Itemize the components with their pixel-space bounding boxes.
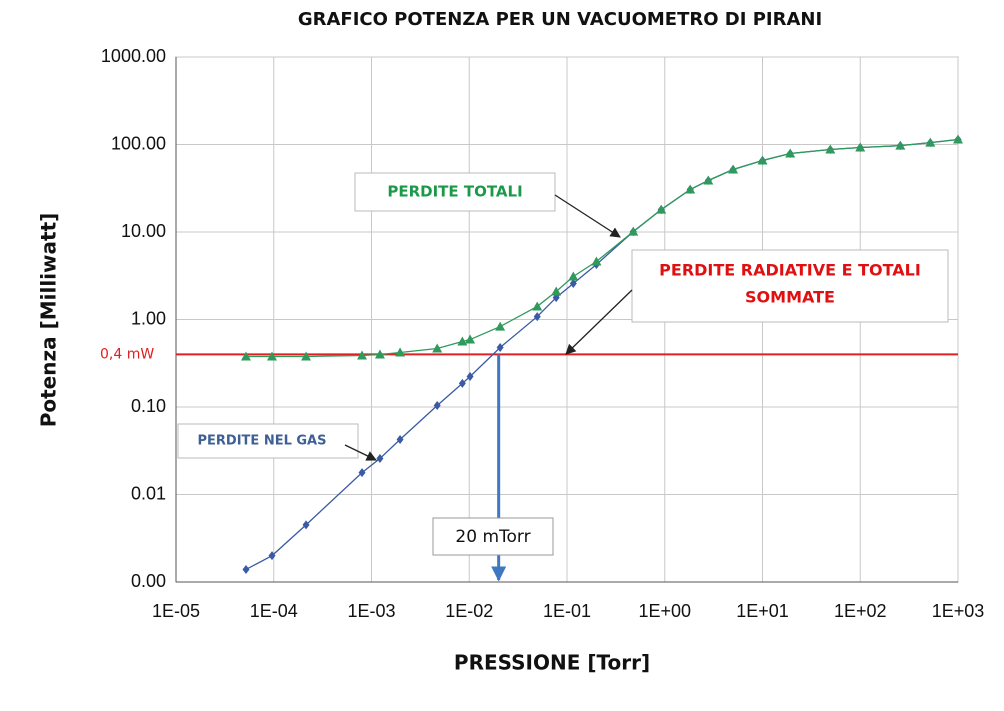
x-tick-label: 1E+01 — [736, 601, 789, 621]
annotation-arrow — [565, 289, 633, 355]
y-tick-label: 1000.00 — [101, 46, 166, 66]
annotations: 0,4 mW 20 mTorr PERDITE TOTALI PERDITE RADI… — [100, 172, 949, 556]
annotation-box — [631, 249, 949, 323]
x-tick-label: 1E-02 — [445, 601, 493, 621]
data-point — [396, 435, 404, 445]
y-tick-label: 10.00 — [121, 221, 166, 241]
marker-label: 20 mTorr — [455, 527, 530, 547]
data-point — [242, 564, 250, 574]
data-point — [728, 164, 739, 174]
annotation-arrow — [554, 194, 621, 238]
data-point — [374, 349, 385, 359]
annotation-text: PERDITE NEL GAS — [198, 434, 327, 449]
x-tick-label: 1E+00 — [638, 601, 691, 621]
annotation-text: SOMMATE — [745, 288, 835, 307]
data-point — [591, 256, 602, 266]
annotation-arrow — [344, 444, 377, 461]
data-point — [757, 155, 768, 165]
data-point — [358, 468, 366, 478]
x-tick-label: 1E-01 — [543, 601, 591, 621]
data-point — [357, 350, 368, 360]
annotation-text: PERDITE TOTALI — [387, 183, 522, 201]
data-point — [457, 336, 468, 346]
data-point — [825, 144, 836, 154]
series-line — [245, 138, 959, 358]
reference-label: 0,4 mW — [100, 346, 154, 362]
data-point — [685, 184, 696, 194]
x-tick-label: 1E-03 — [347, 601, 395, 621]
data-point — [376, 453, 384, 463]
data-point — [267, 351, 278, 361]
data-point — [925, 137, 936, 147]
annotation-box — [354, 172, 556, 212]
data-point — [628, 226, 639, 236]
y-tick-label: 0.10 — [131, 396, 166, 416]
data-point — [432, 343, 443, 353]
y-tick-label: 1.00 — [131, 308, 166, 328]
annotation-box — [432, 517, 554, 556]
x-tick-label: 1E+03 — [932, 601, 985, 621]
data-point — [458, 378, 466, 388]
data-point — [855, 142, 866, 152]
data-point — [656, 204, 667, 214]
y-tick-label: 100.00 — [111, 133, 166, 153]
data-point — [895, 140, 906, 150]
data-point — [495, 321, 506, 331]
y-tick-label: 0.01 — [131, 483, 166, 503]
data-point — [551, 286, 562, 296]
data-point — [433, 401, 441, 411]
data-point — [466, 372, 474, 382]
data-point — [301, 351, 312, 361]
annotation-text: PERDITE RADIATIVE E TOTALI — [659, 261, 921, 280]
data-point — [532, 301, 543, 311]
data-point — [240, 351, 251, 361]
annotation-box — [177, 423, 359, 459]
x-tick-label: 1E+02 — [834, 601, 887, 621]
x-tick-label: 1E-04 — [250, 601, 298, 621]
data-point — [496, 342, 504, 352]
data-point — [302, 520, 310, 530]
data-point — [953, 134, 963, 144]
y-tick-label: 0.00 — [131, 571, 166, 591]
data-point — [395, 347, 406, 357]
chart-title: GRAFICO POTENZA PER UN VACUOMETRO DI PIR… — [298, 9, 822, 30]
y-axis-label: Potenza [Milliwatt] — [37, 213, 61, 428]
data-point — [268, 551, 276, 561]
data-point — [465, 334, 476, 344]
data-point — [533, 312, 541, 322]
x-tick-label: 1E-05 — [152, 601, 200, 621]
plot — [176, 134, 963, 582]
data-point — [568, 271, 579, 281]
data-point — [703, 175, 714, 185]
x-axis-label: PRESSIONE [Torr] — [454, 651, 650, 675]
data-point — [569, 278, 577, 288]
data-point — [785, 148, 796, 158]
